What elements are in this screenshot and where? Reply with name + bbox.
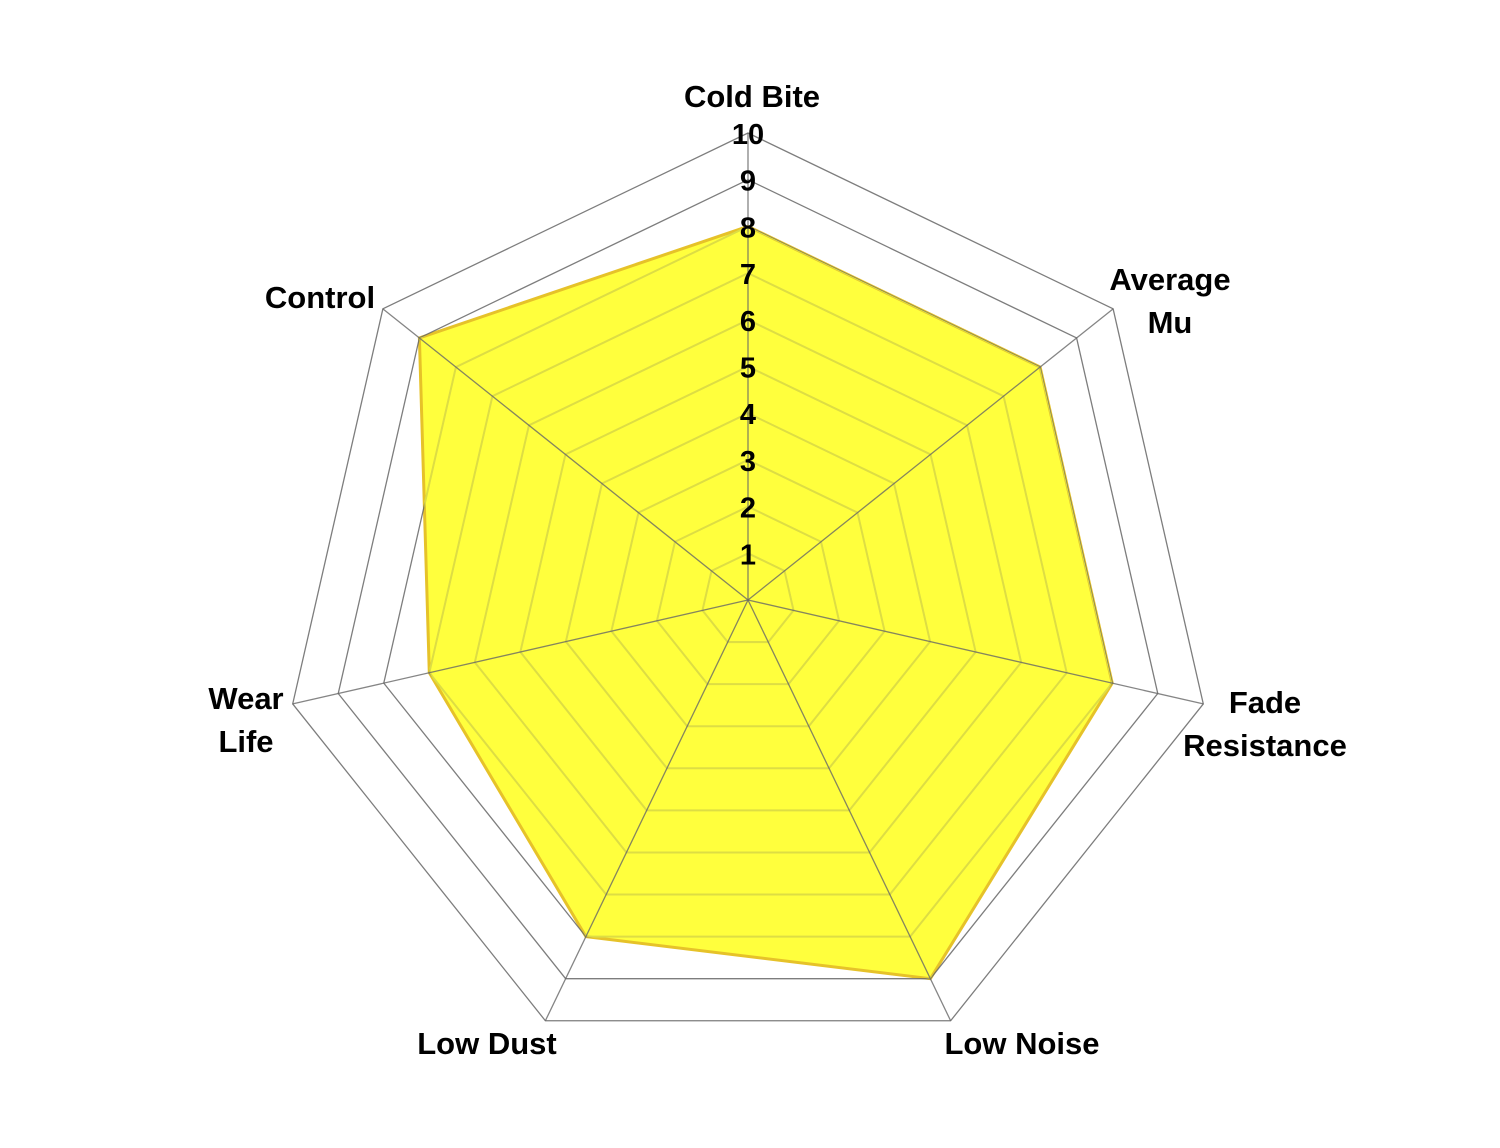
- grid-ring-10: [292, 132, 1204, 1022]
- tick-label: 8: [740, 212, 756, 244]
- grid-ring-inner-5: [519, 365, 977, 812]
- axis-label-low-noise: Low Noise: [944, 1026, 1099, 1061]
- grid-ring-inner-4: [564, 412, 932, 770]
- spoke-1: [747, 308, 1114, 601]
- tick-label: 2: [740, 493, 756, 525]
- spoke-4: [544, 599, 749, 1022]
- grid-ring-inner-3: [610, 458, 886, 728]
- axis-label-low-dust: Low Dust: [417, 1026, 557, 1061]
- tick-label: 3: [740, 446, 756, 478]
- grid-ring-inner-1: [701, 552, 795, 644]
- axis-label-fade-resistance: Fade Resistance: [1183, 685, 1347, 763]
- tick-label: 4: [740, 399, 756, 431]
- axis-label-control: Control: [265, 280, 375, 315]
- grid-ring-9: [337, 178, 1159, 980]
- tick-label: 7: [740, 259, 756, 291]
- tick-label: 1: [740, 539, 756, 571]
- tick-label: 5: [740, 353, 756, 385]
- grid-ring-inner-6: [473, 318, 1023, 854]
- axis-label-wear-life: Wear Life: [208, 681, 283, 759]
- tick-label: 10: [732, 119, 764, 151]
- axis-label-cold-bite: Cold Bite: [684, 79, 820, 114]
- spoke-2: [747, 599, 1204, 705]
- spoke-5: [292, 599, 749, 705]
- axis-label-average-mu: Average Mu: [1109, 262, 1230, 340]
- grid-ring-inner-2: [655, 505, 841, 686]
- tick-label: 6: [740, 306, 756, 338]
- spoke-6: [382, 308, 749, 601]
- spoke-3: [747, 599, 952, 1022]
- grid-ring-inner-8: [419, 226, 1113, 938]
- tick-label: 9: [740, 166, 756, 198]
- grid-ring-inner-7: [428, 271, 1068, 896]
